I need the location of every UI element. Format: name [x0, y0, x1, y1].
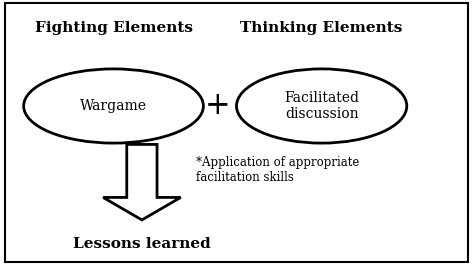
Text: Wargame: Wargame: [80, 99, 147, 113]
Text: Lessons learned: Lessons learned: [73, 237, 211, 251]
Text: *Application of appropriate
facilitation skills: *Application of appropriate facilitation…: [196, 156, 359, 184]
Ellipse shape: [236, 69, 407, 143]
Text: Facilitated
discussion: Facilitated discussion: [284, 91, 359, 121]
Polygon shape: [103, 144, 181, 220]
Text: Fighting Elements: Fighting Elements: [35, 21, 193, 35]
Text: Thinking Elements: Thinking Elements: [240, 21, 403, 35]
Text: +: +: [205, 91, 230, 121]
Ellipse shape: [24, 69, 203, 143]
